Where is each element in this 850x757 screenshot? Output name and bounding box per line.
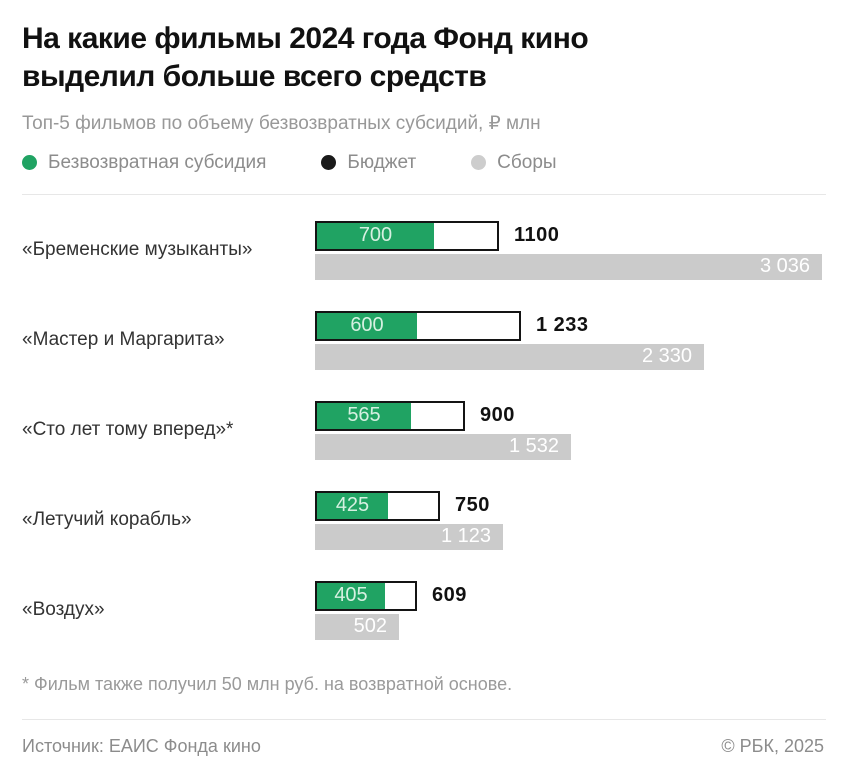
box-office-bar: 1 123 (315, 523, 503, 550)
subsidy-value: 700 (358, 224, 393, 247)
subsidy-bar: 425 (317, 492, 388, 519)
box-office-value: 3 036 (759, 255, 810, 278)
budget-bar: 700 (315, 220, 499, 251)
chart-legend: Безвозвратная субсидия Бюджет Сборы (22, 152, 826, 174)
footer-divider (22, 718, 826, 720)
budget-line: 700 1100 (315, 220, 826, 251)
copyright-label: © РБК, 2025 (721, 735, 824, 756)
subsidy-value: 405 (334, 584, 368, 607)
subsidy-value: 565 (347, 404, 381, 427)
legend-dot-gray-icon (471, 155, 487, 171)
chart-footnote: * Фильм также получил 50 млн руб. на воз… (22, 673, 513, 694)
bar-group: 600 1 233 2 330 (315, 310, 826, 370)
box-office-bar: 3 036 (315, 253, 822, 280)
bar-group: 700 1100 3 036 (315, 220, 826, 280)
bar-group: 425 750 1 123 (315, 490, 826, 550)
source-label: Источник: ЕАИС Фонда кино (22, 735, 261, 756)
film-label: «Воздух» (22, 599, 105, 621)
legend-dot-black-icon (321, 155, 337, 171)
subsidy-value: 425 (335, 494, 370, 517)
chart-row-letuchiy: «Летучий корабль» 425 750 1 123 (22, 490, 826, 550)
legend-label-box-office: Сборы (497, 151, 557, 173)
chart-subtitle: Топ-5 фильмов по объему безвозвратных су… (22, 112, 541, 134)
budget-value: 750 (455, 494, 490, 517)
legend-item-box-office: Сборы (471, 151, 557, 174)
legend-dot-green-icon (22, 155, 37, 171)
legend-item-subsidy: Безвозвратная субсидия (22, 152, 266, 174)
budget-value: 609 (432, 584, 467, 607)
budget-line: 405 609 (315, 580, 826, 611)
budget-bar: 565 (315, 400, 465, 431)
legend-item-budget: Бюджет (321, 152, 416, 174)
budget-bar: 600 (315, 310, 521, 341)
budget-value: 1100 (514, 224, 560, 247)
legend-label-budget: Бюджет (347, 151, 417, 173)
box-office-value: 502 (353, 615, 387, 638)
box-office-value: 2 330 (641, 345, 692, 368)
chart-row-vozduh: «Воздух» 405 609 502 (22, 580, 826, 640)
budget-line: 565 900 (315, 400, 826, 431)
subsidy-value: 600 (350, 314, 384, 337)
budget-bar: 425 (315, 490, 440, 521)
budget-line: 425 750 (315, 490, 826, 521)
chart-row-bremenskie: «Бременские музыканты» 700 1100 3 036 (22, 220, 826, 280)
chart-row-master: «Мастер и Маргарита» 600 1 233 2 330 (22, 310, 826, 370)
header-divider (22, 193, 826, 195)
film-label: «Летучий корабль» (22, 509, 192, 531)
budget-bar: 405 (315, 580, 417, 611)
subsidy-bar: 405 (317, 582, 385, 609)
subsidy-bar: 700 (317, 222, 434, 249)
box-office-value: 1 532 (508, 435, 559, 458)
budget-line: 600 1 233 (315, 310, 826, 341)
bar-group: 405 609 502 (315, 580, 826, 640)
box-office-bar: 502 (315, 613, 399, 640)
footer: Источник: ЕАИС Фонда кино © РБК, 2025 (22, 720, 826, 757)
subsidy-bar: 600 (317, 312, 417, 339)
budget-value: 1 233 (536, 314, 589, 337)
film-label: «Сто лет тому вперед»* (22, 419, 234, 441)
film-label: «Мастер и Маргарита» (22, 329, 225, 351)
film-label: «Бременские музыканты» (22, 239, 253, 261)
box-office-value: 1 123 (440, 525, 491, 548)
box-office-bar: 2 330 (315, 343, 704, 370)
bar-chart: «Бременские музыканты» 700 1100 3 036 «М… (22, 220, 826, 640)
legend-label-subsidy: Безвозвратная субсидия (48, 151, 267, 173)
chart-row-sto-let: «Сто лет тому вперед»* 565 900 1 532 (22, 400, 826, 460)
bar-group: 565 900 1 532 (315, 400, 826, 460)
page-title: На какие фильмы 2024 года Фонд кино выде… (22, 22, 589, 93)
subsidy-bar: 565 (317, 402, 411, 429)
box-office-bar: 1 532 (315, 433, 571, 460)
budget-value: 900 (480, 404, 515, 427)
